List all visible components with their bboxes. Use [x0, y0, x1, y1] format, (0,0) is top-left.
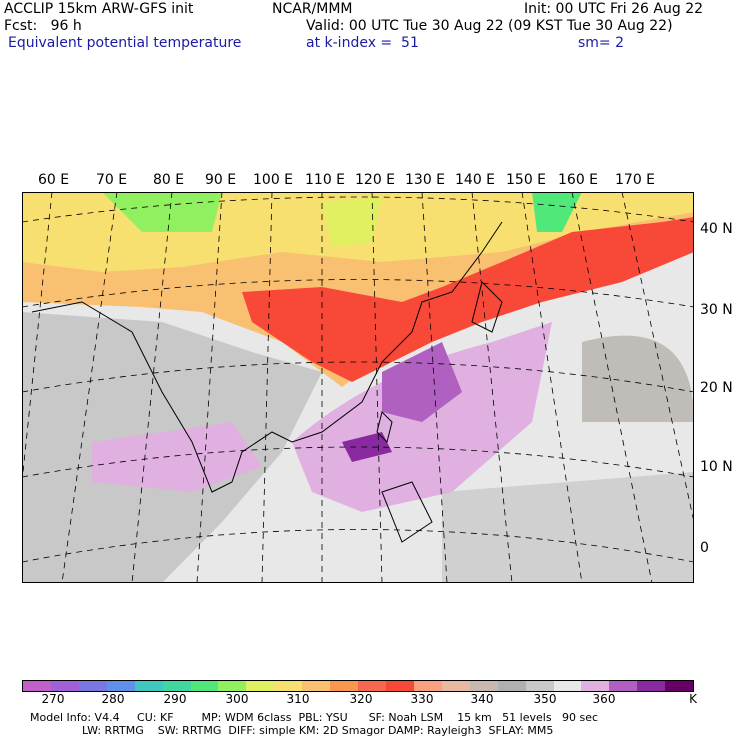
model-info-line2: LW: RRTMG SW: RRTMG DIFF: simple KM: 2D …	[82, 724, 554, 737]
meridian	[571, 192, 653, 583]
lon-label: 150 E	[506, 172, 547, 188]
colorbar	[22, 680, 694, 692]
green-patch-1	[102, 192, 222, 232]
coastline-japan	[471, 281, 503, 333]
colorbar-swatch	[23, 681, 51, 691]
colorbar-label: 320	[349, 692, 373, 706]
colorbar-label: 310	[286, 692, 310, 706]
colorbar-label: 340	[470, 692, 494, 706]
colorbar-label: 300	[225, 692, 249, 706]
level-label: at k-index = 51	[306, 35, 419, 51]
lat-label: 0	[700, 540, 709, 556]
meridian	[621, 192, 694, 523]
valid-time: Valid: 00 UTC Tue 30 Aug 22 (09 KST Tue …	[306, 18, 673, 34]
lat-label: 40 N	[700, 221, 733, 237]
lon-label: 90 E	[205, 172, 237, 188]
colorbar-label: 280	[101, 692, 125, 706]
colorbar-swatch	[581, 681, 610, 691]
lon-label: 100 E	[253, 172, 294, 188]
colorbar-swatch	[78, 681, 107, 691]
lat-label: 30 N	[700, 302, 733, 318]
purple-region-bengal	[92, 422, 262, 492]
lon-label: 130 E	[405, 172, 446, 188]
lat-label: 10 N	[700, 459, 733, 475]
colorbar-swatch	[106, 681, 135, 691]
field-name: Equivalent potential temperature	[8, 35, 242, 51]
meridian	[22, 192, 53, 483]
coastline-taiwan	[376, 411, 393, 443]
coastline-philippines	[381, 481, 433, 543]
purple-core-1	[382, 342, 462, 422]
lon-label: 70 E	[96, 172, 128, 188]
colorbar-swatch	[358, 681, 386, 691]
theta-e-map	[22, 192, 694, 583]
colorbar-swatch	[246, 681, 275, 691]
map-frame	[22, 192, 694, 583]
colorbar-swatch	[497, 681, 526, 691]
lon-label: 80 E	[153, 172, 185, 188]
forecast-hour: Fcst: 96 h	[4, 18, 82, 34]
colorbar-swatch	[469, 681, 498, 691]
lon-label: 170 E	[615, 172, 656, 188]
lon-label: 140 E	[455, 172, 496, 188]
colorbar-swatch	[302, 681, 331, 691]
colorbar-swatch	[553, 681, 582, 691]
colorbar-label: 270	[41, 692, 65, 706]
colorbar-swatch	[50, 681, 79, 691]
model-info-line1: Model Info: V4.4 CU: KF MP: WDM 6class P…	[30, 711, 599, 724]
colorbar-swatch	[134, 681, 163, 691]
init-time: Init: 00 UTC Fri 26 Aug 22	[524, 1, 704, 17]
colorbar-swatch	[162, 681, 191, 691]
graticule	[22, 192, 694, 583]
colorbar-label: 350	[533, 692, 557, 706]
colorbar-swatch	[609, 681, 638, 691]
organization-label: NCAR/MMM	[272, 1, 353, 17]
lon-label: 110 E	[305, 172, 346, 188]
colorbar-label: 330	[410, 692, 434, 706]
lon-label: 160 E	[558, 172, 599, 188]
colorbar-label: 290	[163, 692, 187, 706]
colorbar-swatch	[665, 681, 694, 691]
colorbar-swatch	[385, 681, 414, 691]
colorbar-label: 360	[592, 692, 616, 706]
smoothing-label: sm= 2	[578, 35, 625, 51]
map-canvas	[22, 192, 694, 583]
colorbar-unit: K	[689, 692, 697, 706]
coastline-asia	[31, 221, 503, 493]
grey-region-south	[442, 472, 694, 583]
green-patch-2	[322, 197, 382, 247]
lon-label: 120 E	[355, 172, 396, 188]
colorbar-swatch	[190, 681, 219, 691]
grey-region-east	[582, 335, 694, 422]
red-band	[242, 217, 694, 382]
lat-label: 20 N	[700, 380, 733, 396]
colorbar-swatch	[274, 681, 303, 691]
green-patch-3	[532, 192, 582, 232]
colorbar-swatch	[413, 681, 442, 691]
colorbar-swatch	[637, 681, 666, 691]
colorbar-swatch	[525, 681, 554, 691]
colorbar-swatch	[330, 681, 359, 691]
lon-label: 60 E	[38, 172, 70, 188]
colorbar-swatch	[218, 681, 247, 691]
colorbar-swatch	[441, 681, 470, 691]
model-title: ACCLIP 15km ARW-GFS init	[4, 1, 194, 17]
